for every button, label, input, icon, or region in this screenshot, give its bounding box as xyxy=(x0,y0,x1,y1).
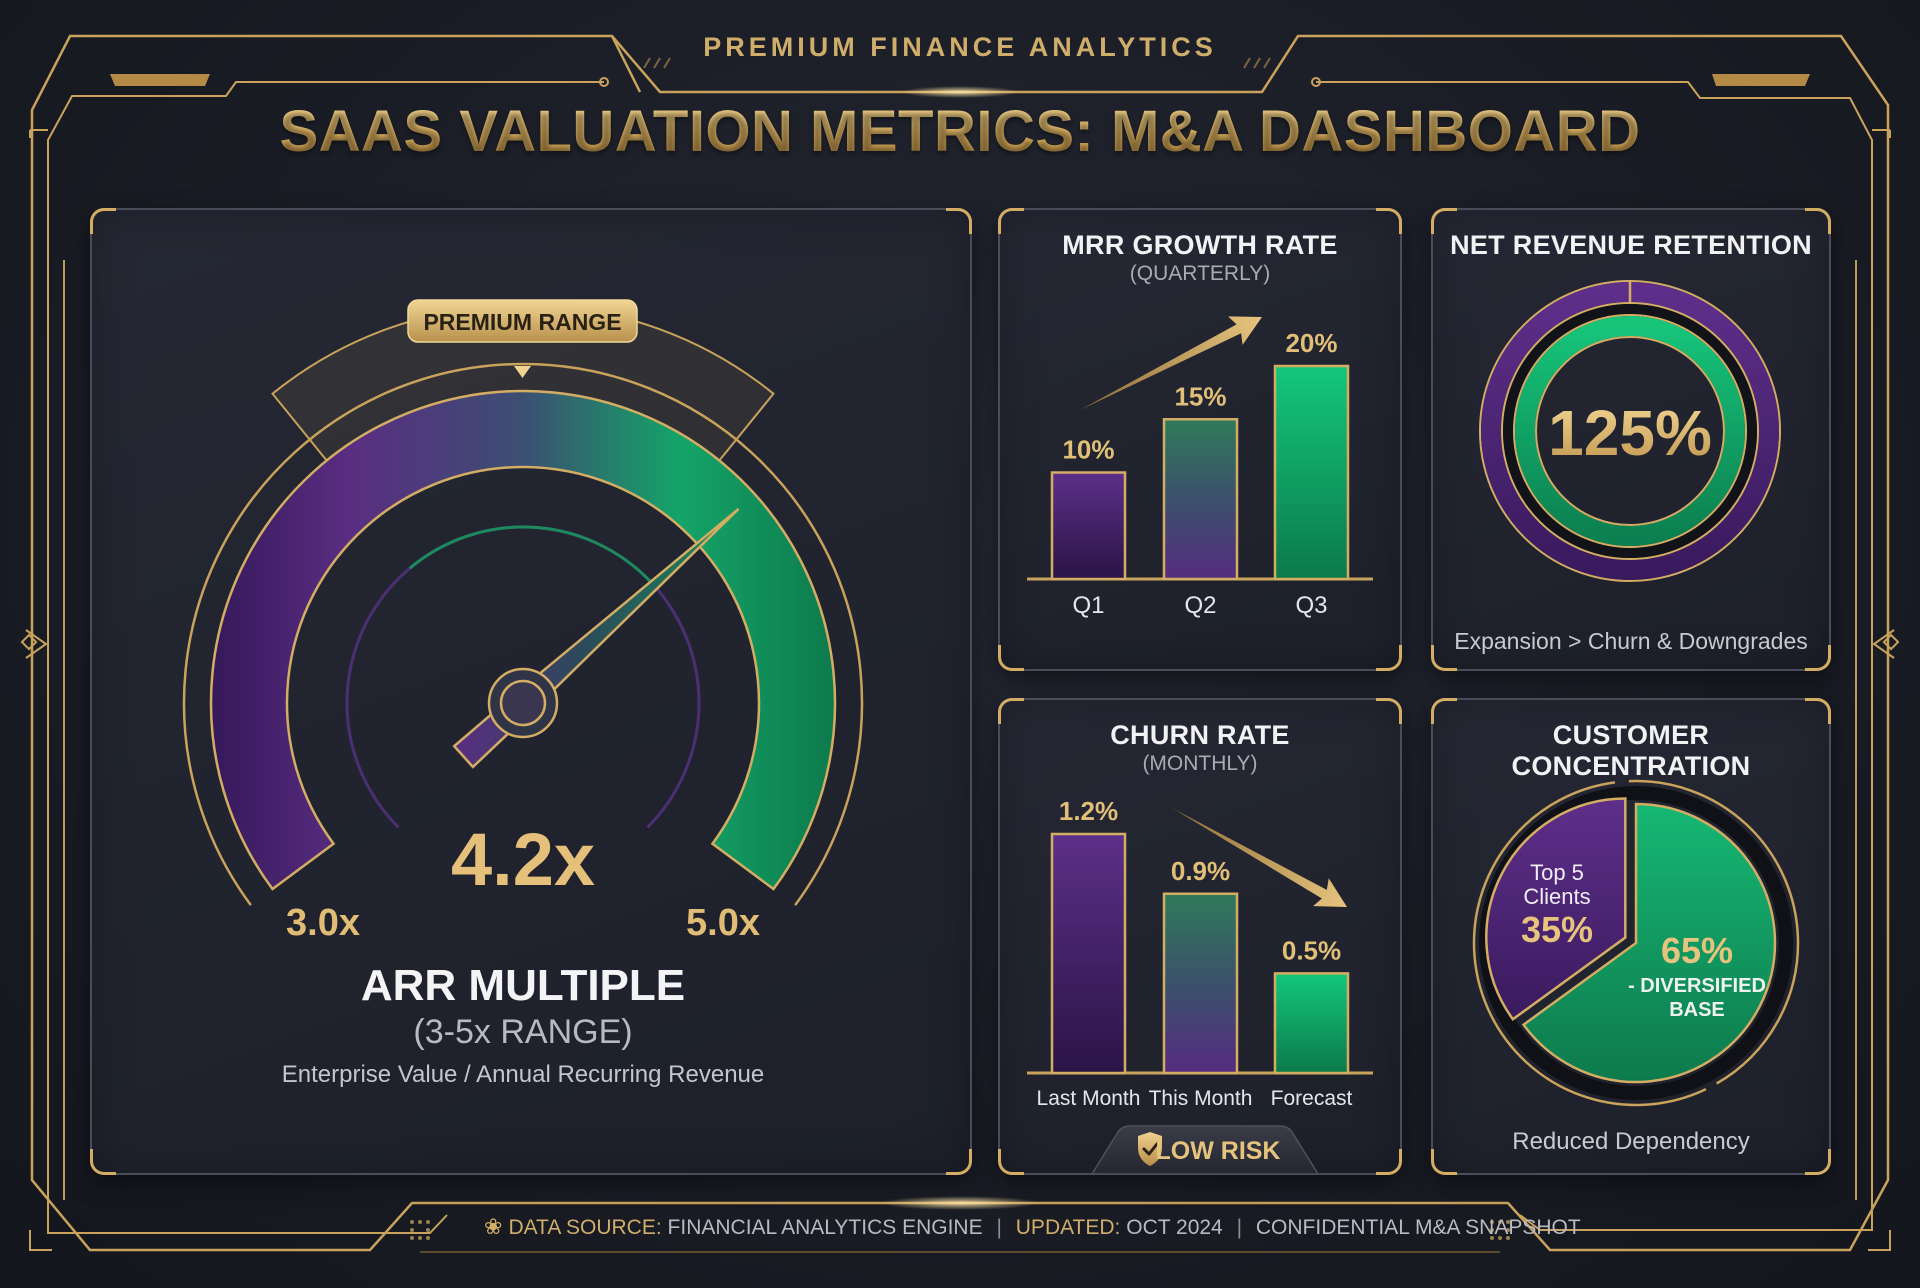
top5-line2: Clients xyxy=(1523,884,1590,909)
corner-accent xyxy=(946,208,972,234)
arr-gauge: PREMIUM RANGE 4.2x 3.0x 5.0x ARR MULTIPL… xyxy=(182,299,864,1088)
gauge-inner-track-progress xyxy=(408,525,655,587)
corner-accent xyxy=(1376,208,1402,234)
corner-accent xyxy=(1431,1149,1457,1175)
arr-multiple-subtitle: (3-5x RANGE) xyxy=(413,1013,632,1051)
corner-accent xyxy=(998,645,1024,671)
footer-source-value: FINANCIAL ANALYTICS ENGINE xyxy=(667,1216,983,1239)
corner-accent xyxy=(998,1149,1024,1175)
category-label: This Month xyxy=(1149,1087,1253,1110)
bar xyxy=(1050,471,1127,581)
premium-range-pointer-icon xyxy=(514,366,531,378)
churn-title: CHURN RATE xyxy=(1110,720,1290,750)
bar-value-label: 0.5% xyxy=(1282,935,1341,965)
premium-range-label: PREMIUM RANGE xyxy=(423,309,621,335)
pie-slice-top-5-clients xyxy=(1485,797,1627,1021)
gauge-hub-cap xyxy=(499,679,547,727)
nrr-inner-edge xyxy=(1535,336,1725,526)
footer-separator: | xyxy=(996,1216,1002,1239)
corner-accent xyxy=(1805,645,1831,671)
shield-check-icon xyxy=(1138,1132,1162,1166)
corner-accent xyxy=(1805,1149,1831,1175)
gauge-needle xyxy=(452,507,740,769)
category-label: Q2 xyxy=(1184,592,1216,619)
corner-accent xyxy=(1376,698,1402,724)
nrr-ring-divider xyxy=(1501,302,1759,560)
gauge-max-label: 5.0x xyxy=(686,902,760,944)
mrr-subtitle: (QUARTERLY) xyxy=(1129,262,1271,285)
corner-accent xyxy=(998,698,1024,724)
bar xyxy=(1162,892,1239,1075)
diversified-line2: BASE xyxy=(1669,999,1725,1021)
footer-source-label: DATA SOURCE: xyxy=(508,1216,662,1239)
gauge-outer-ring xyxy=(182,362,864,906)
top5-line1: Top 5 xyxy=(1530,860,1584,885)
trend-up-arrow-icon xyxy=(1080,316,1262,410)
gauge-value: 4.2x xyxy=(451,818,595,901)
corner-accent xyxy=(1431,208,1457,234)
corner-accent xyxy=(998,208,1024,234)
corner-accent xyxy=(90,208,116,234)
corner-accent xyxy=(90,1149,116,1175)
low-risk-label: LOW RISK xyxy=(1156,1137,1281,1165)
footer-updated-label: UPDATED: xyxy=(1015,1216,1121,1239)
churn-bar-chart: 1.2% Last Month 0.9% This Month 0.5% Forecast xyxy=(1027,796,1373,1110)
nrr-value: 125% xyxy=(1548,397,1712,469)
arr-multiple-title: ARR MULTIPLE xyxy=(361,961,685,1010)
concentration-title: CUSTOMER CONCENTRATION xyxy=(1511,720,1751,781)
diversified-value: 65% xyxy=(1661,930,1733,971)
bar-value-label: 0.9% xyxy=(1171,856,1230,886)
footer-updated-value: OCT 2024 xyxy=(1126,1216,1223,1239)
arr-multiple-description: Enterprise Value / Annual Recurring Reve… xyxy=(282,1061,765,1088)
nrr-caption: Expansion > Churn & Downgrades xyxy=(1454,628,1808,654)
corner-accent xyxy=(1431,645,1457,671)
bar xyxy=(1162,418,1239,581)
concentration-caption: Reduced Dependency xyxy=(1512,1128,1750,1155)
gauge-min-label: 3.0x xyxy=(286,902,360,944)
bar-value-label: 1.2% xyxy=(1059,796,1118,826)
trend-down-arrow-icon xyxy=(1172,808,1347,907)
pie-slice-diversified-base xyxy=(1521,802,1777,1084)
nrr-ring-gap xyxy=(1503,304,1757,558)
nrr-inner-border xyxy=(1513,314,1747,548)
bar xyxy=(1273,972,1350,1075)
footer-bar: ❀ DATA SOURCE: FINANCIAL ANALYTICS ENGINE… xyxy=(484,1214,1581,1240)
churn-subtitle: (MONTHLY) xyxy=(1142,752,1258,775)
category-label: Q1 xyxy=(1072,592,1104,619)
customer-concentration-pie: Top 5 Clients 35% 65% - DIVERSIFIED BASE xyxy=(1472,779,1800,1107)
corner-accent xyxy=(1376,1149,1402,1175)
top5-value: 35% xyxy=(1521,909,1593,950)
corner-accent xyxy=(1805,208,1831,234)
footer-note: CONFIDENTIAL M&A SNAPSHOT xyxy=(1255,1216,1581,1239)
category-label: Last Month xyxy=(1037,1087,1141,1110)
bar xyxy=(1273,364,1350,581)
mrr-title: MRR GROWTH RATE xyxy=(1062,230,1338,260)
gauge-band xyxy=(209,389,837,891)
bar-value-label: 20% xyxy=(1285,328,1337,358)
category-label: Q3 xyxy=(1295,592,1327,619)
footer-separator: | xyxy=(1236,1216,1243,1239)
low-risk-badge: LOW RISK xyxy=(1090,1125,1320,1175)
corner-accent xyxy=(946,1149,972,1175)
nrr-inner-ring xyxy=(1515,316,1745,546)
corner-accent xyxy=(1805,698,1831,724)
bar-value-label: 10% xyxy=(1062,435,1114,465)
nrr-ring-chart: 125% xyxy=(1479,280,1781,582)
corner-accent xyxy=(1431,698,1457,724)
diversified-line1: - DIVERSIFIED xyxy=(1628,975,1766,997)
mrr-bar-chart: 10% Q1 15% Q2 20% Q3 xyxy=(1027,316,1373,619)
bar xyxy=(1050,832,1127,1075)
page-title: SAAS VALUATION METRICS: M&A DASHBOARD xyxy=(0,98,1920,165)
corner-accent xyxy=(1376,645,1402,671)
header-kicker: PREMIUM FINANCE ANALYTICS xyxy=(703,32,1217,62)
data-source-icon: ❀ xyxy=(484,1214,503,1239)
category-label: Forecast xyxy=(1271,1087,1353,1110)
bar-value-label: 15% xyxy=(1174,381,1226,411)
premium-range-badge xyxy=(407,299,638,343)
nrr-title: NET REVENUE RETENTION xyxy=(1450,230,1812,260)
